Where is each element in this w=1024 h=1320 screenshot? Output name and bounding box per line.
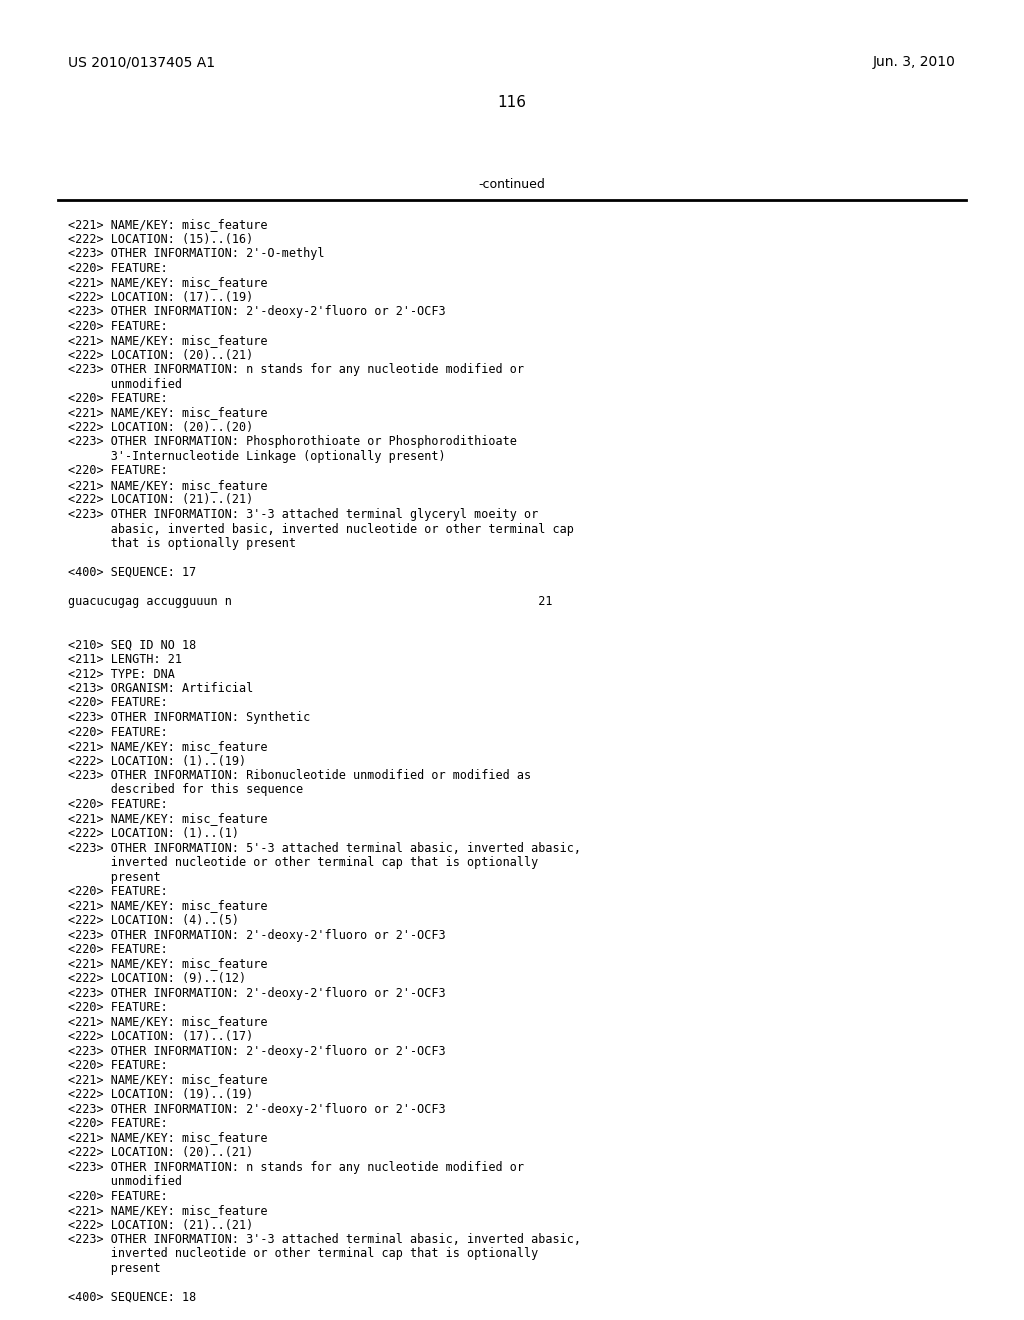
Text: <223> OTHER INFORMATION: 3'-3 attached terminal glyceryl moeity or: <223> OTHER INFORMATION: 3'-3 attached t… [68,508,539,521]
Text: <223> OTHER INFORMATION: 5'-3 attached terminal abasic, inverted abasic,: <223> OTHER INFORMATION: 5'-3 attached t… [68,842,581,854]
Text: present: present [68,1262,161,1275]
Text: <222> LOCATION: (20)..(20): <222> LOCATION: (20)..(20) [68,421,253,434]
Text: <220> FEATURE:: <220> FEATURE: [68,465,168,478]
Text: US 2010/0137405 A1: US 2010/0137405 A1 [68,55,215,69]
Text: <223> OTHER INFORMATION: Ribonucleotide unmodified or modified as: <223> OTHER INFORMATION: Ribonucleotide … [68,770,531,781]
Text: <221> NAME/KEY: misc_feature: <221> NAME/KEY: misc_feature [68,407,267,420]
Text: 116: 116 [498,95,526,110]
Text: <222> LOCATION: (20)..(21): <222> LOCATION: (20)..(21) [68,1146,253,1159]
Text: <221> NAME/KEY: misc_feature: <221> NAME/KEY: misc_feature [68,479,267,492]
Text: <221> NAME/KEY: misc_feature: <221> NAME/KEY: misc_feature [68,741,267,752]
Text: <221> NAME/KEY: misc_feature: <221> NAME/KEY: misc_feature [68,899,267,912]
Text: <223> OTHER INFORMATION: 2'-deoxy-2'fluoro or 2'-OCF3: <223> OTHER INFORMATION: 2'-deoxy-2'fluo… [68,1044,445,1057]
Text: <223> OTHER INFORMATION: 2'-deoxy-2'fluoro or 2'-OCF3: <223> OTHER INFORMATION: 2'-deoxy-2'fluo… [68,986,445,999]
Text: unmodified: unmodified [68,1175,182,1188]
Text: <222> LOCATION: (1)..(1): <222> LOCATION: (1)..(1) [68,828,239,840]
Text: <223> OTHER INFORMATION: 2'-deoxy-2'fluoro or 2'-OCF3: <223> OTHER INFORMATION: 2'-deoxy-2'fluo… [68,928,445,941]
Text: <222> LOCATION: (21)..(21): <222> LOCATION: (21)..(21) [68,494,253,507]
Text: <220> FEATURE:: <220> FEATURE: [68,1189,168,1203]
Text: inverted nucleotide or other terminal cap that is optionally: inverted nucleotide or other terminal ca… [68,855,539,869]
Text: that is optionally present: that is optionally present [68,537,296,550]
Text: <220> FEATURE:: <220> FEATURE: [68,799,168,810]
Text: <222> LOCATION: (17)..(19): <222> LOCATION: (17)..(19) [68,290,253,304]
Text: <221> NAME/KEY: misc_feature: <221> NAME/KEY: misc_feature [68,1015,267,1028]
Text: <223> OTHER INFORMATION: Phosphorothioate or Phosphorodithioate: <223> OTHER INFORMATION: Phosphorothioat… [68,436,517,449]
Text: guacucugag accugguuun n                                           21: guacucugag accugguuun n 21 [68,595,553,609]
Text: <222> LOCATION: (19)..(19): <222> LOCATION: (19)..(19) [68,1088,253,1101]
Text: <223> OTHER INFORMATION: 3'-3 attached terminal abasic, inverted abasic,: <223> OTHER INFORMATION: 3'-3 attached t… [68,1233,581,1246]
Text: inverted nucleotide or other terminal cap that is optionally: inverted nucleotide or other terminal ca… [68,1247,539,1261]
Text: <221> NAME/KEY: misc_feature: <221> NAME/KEY: misc_feature [68,218,267,231]
Text: <400> SEQUENCE: 17: <400> SEQUENCE: 17 [68,566,197,579]
Text: <222> LOCATION: (4)..(5): <222> LOCATION: (4)..(5) [68,913,239,927]
Text: <223> OTHER INFORMATION: 2'-deoxy-2'fluoro or 2'-OCF3: <223> OTHER INFORMATION: 2'-deoxy-2'fluo… [68,1102,445,1115]
Text: <222> LOCATION: (17)..(17): <222> LOCATION: (17)..(17) [68,1030,253,1043]
Text: <212> TYPE: DNA: <212> TYPE: DNA [68,668,175,681]
Text: <221> NAME/KEY: misc_feature: <221> NAME/KEY: misc_feature [68,1204,267,1217]
Text: <220> FEATURE:: <220> FEATURE: [68,942,168,956]
Text: <220> FEATURE:: <220> FEATURE: [68,392,168,405]
Text: Jun. 3, 2010: Jun. 3, 2010 [873,55,956,69]
Text: <220> FEATURE:: <220> FEATURE: [68,697,168,710]
Text: <220> FEATURE:: <220> FEATURE: [68,1001,168,1014]
Text: <223> OTHER INFORMATION: n stands for any nucleotide modified or: <223> OTHER INFORMATION: n stands for an… [68,363,524,376]
Text: <221> NAME/KEY: misc_feature: <221> NAME/KEY: misc_feature [68,1073,267,1086]
Text: <220> FEATURE:: <220> FEATURE: [68,261,168,275]
Text: <221> NAME/KEY: misc_feature: <221> NAME/KEY: misc_feature [68,334,267,347]
Text: <221> NAME/KEY: misc_feature: <221> NAME/KEY: misc_feature [68,957,267,970]
Text: <223> OTHER INFORMATION: 2'-O-methyl: <223> OTHER INFORMATION: 2'-O-methyl [68,247,325,260]
Text: <220> FEATURE:: <220> FEATURE: [68,726,168,738]
Text: described for this sequence: described for this sequence [68,784,303,796]
Text: <221> NAME/KEY: misc_feature: <221> NAME/KEY: misc_feature [68,276,267,289]
Text: <400> SEQUENCE: 18: <400> SEQUENCE: 18 [68,1291,197,1304]
Text: <220> FEATURE:: <220> FEATURE: [68,1117,168,1130]
Text: <221> NAME/KEY: misc_feature: <221> NAME/KEY: misc_feature [68,813,267,825]
Text: <222> LOCATION: (15)..(16): <222> LOCATION: (15)..(16) [68,232,253,246]
Text: present: present [68,870,161,883]
Text: -continued: -continued [478,178,546,191]
Text: unmodified: unmodified [68,378,182,391]
Text: <222> LOCATION: (9)..(12): <222> LOCATION: (9)..(12) [68,972,246,985]
Text: 3'-Internucleotide Linkage (optionally present): 3'-Internucleotide Linkage (optionally p… [68,450,445,463]
Text: <220> FEATURE:: <220> FEATURE: [68,1059,168,1072]
Text: <211> LENGTH: 21: <211> LENGTH: 21 [68,653,182,667]
Text: <223> OTHER INFORMATION: Synthetic: <223> OTHER INFORMATION: Synthetic [68,711,310,723]
Text: <222> LOCATION: (21)..(21): <222> LOCATION: (21)..(21) [68,1218,253,1232]
Text: <220> FEATURE:: <220> FEATURE: [68,319,168,333]
Text: <223> OTHER INFORMATION: n stands for any nucleotide modified or: <223> OTHER INFORMATION: n stands for an… [68,1160,524,1173]
Text: abasic, inverted basic, inverted nucleotide or other terminal cap: abasic, inverted basic, inverted nucleot… [68,523,573,536]
Text: <222> LOCATION: (20)..(21): <222> LOCATION: (20)..(21) [68,348,253,362]
Text: <210> SEQ ID NO 18: <210> SEQ ID NO 18 [68,639,197,652]
Text: <220> FEATURE:: <220> FEATURE: [68,884,168,898]
Text: <221> NAME/KEY: misc_feature: <221> NAME/KEY: misc_feature [68,1131,267,1144]
Text: <223> OTHER INFORMATION: 2'-deoxy-2'fluoro or 2'-OCF3: <223> OTHER INFORMATION: 2'-deoxy-2'fluo… [68,305,445,318]
Text: <213> ORGANISM: Artificial: <213> ORGANISM: Artificial [68,682,253,696]
Text: <222> LOCATION: (1)..(19): <222> LOCATION: (1)..(19) [68,755,246,767]
